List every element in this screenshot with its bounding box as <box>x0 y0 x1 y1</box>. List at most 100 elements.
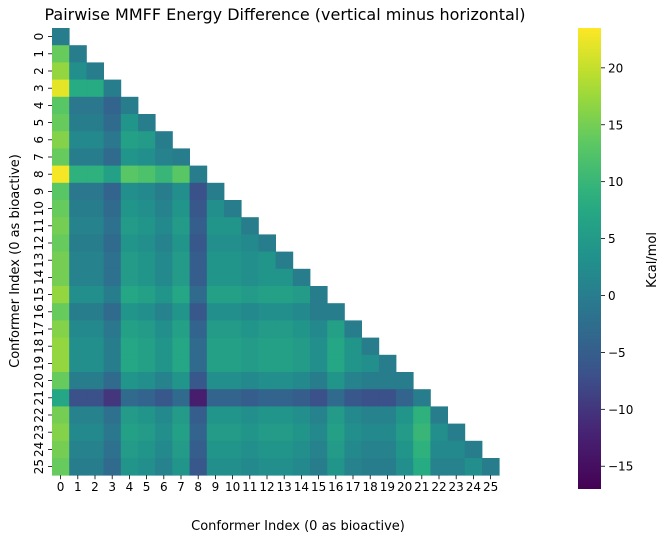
heatmap-cell-3-1 <box>69 79 87 98</box>
heatmap-cell-19-12 <box>258 354 276 373</box>
heatmap-cell-13-8 <box>189 251 208 270</box>
heatmap-cell-18-4 <box>120 337 139 356</box>
heatmap-cell-15-13 <box>275 286 294 304</box>
heatmap-cell-7-4 <box>120 148 139 166</box>
heatmap-cell-14-12 <box>258 268 276 287</box>
heatmap-cell-13-6 <box>155 251 173 270</box>
heatmap-cell-22-13 <box>275 406 294 424</box>
heatmap-cell-17-11 <box>241 320 259 338</box>
x-tick-label-20: 20 <box>397 480 412 494</box>
heatmap-cell-22-7 <box>172 406 190 424</box>
x-tick-label-9: 9 <box>212 480 220 494</box>
heatmap-cell-22-6 <box>155 406 173 424</box>
heatmap-cell-21-19 <box>378 389 397 407</box>
heatmap-cell-19-6 <box>155 354 173 373</box>
heatmap-cell-18-18 <box>361 337 380 356</box>
heatmap-cell-14-13 <box>275 268 294 287</box>
heatmap-cell-20-9 <box>206 372 225 390</box>
heatmap-cell-22-4 <box>120 406 139 424</box>
heatmap-cell-14-14 <box>292 268 311 287</box>
heatmap-cell-3-2 <box>86 79 104 98</box>
heatmap-cell-15-1 <box>69 286 87 304</box>
heatmap-cell-18-3 <box>103 337 122 356</box>
heatmap-cell-16-4 <box>120 303 139 321</box>
heatmap-cell-17-8 <box>189 320 208 338</box>
heatmap-cell-9-9 <box>206 182 225 201</box>
heatmap-cell-5-3 <box>103 114 122 132</box>
heatmap-cell-12-7 <box>172 234 190 252</box>
x-tick-label-8: 8 <box>194 480 202 494</box>
heatmap-cell-9-4 <box>120 182 139 201</box>
heatmap-cell-4-1 <box>69 96 87 115</box>
heatmap-cell-23-10 <box>224 423 242 442</box>
y-tick-label-9: 9 <box>32 188 46 196</box>
heatmap-cell-18-6 <box>155 337 173 356</box>
heatmap-cell-1-0 <box>52 45 70 63</box>
heatmap-cell-21-4 <box>120 389 139 407</box>
heatmap-cell-23-1 <box>69 423 87 442</box>
heatmap-cell-16-12 <box>258 303 276 321</box>
x-tick-label-3: 3 <box>108 480 116 494</box>
heatmap-cell-20-1 <box>69 372 87 390</box>
colorbar-tick-label-6: 15 <box>608 118 623 132</box>
heatmap-cell-16-0 <box>52 303 70 321</box>
heatmap-cell-25-14 <box>292 458 311 476</box>
heatmap-cell-23-14 <box>292 423 311 442</box>
heatmap-cell-24-2 <box>86 440 104 459</box>
heatmap-cell-25-6 <box>155 458 173 476</box>
x-tick-label-25: 25 <box>483 480 498 494</box>
heatmap-cell-17-10 <box>224 320 242 338</box>
heatmap-cell-13-11 <box>241 251 259 270</box>
heatmap-cell-22-5 <box>138 406 156 424</box>
heatmap-cell-19-1 <box>69 354 87 373</box>
heatmap-cell-4-0 <box>52 96 70 115</box>
heatmap-cell-16-3 <box>103 303 122 321</box>
heatmap-cell-17-0 <box>52 320 70 338</box>
heatmap-cell-25-12 <box>258 458 276 476</box>
heatmap-cell-22-2 <box>86 406 104 424</box>
heatmap-cell-8-2 <box>86 165 104 184</box>
heatmap-cell-9-7 <box>172 182 190 201</box>
heatmap-cell-17-4 <box>120 320 139 338</box>
heatmap-cell-17-6 <box>155 320 173 338</box>
heatmap-cell-25-10 <box>224 458 242 476</box>
heatmap-cell-4-3 <box>103 96 122 115</box>
colorbar <box>578 28 601 489</box>
heatmap-cell-18-11 <box>241 337 259 356</box>
heatmap-cell-15-4 <box>120 286 139 304</box>
heatmap-cell-11-8 <box>189 217 208 235</box>
y-tick-label-3: 3 <box>32 84 46 92</box>
heatmap-cell-25-21 <box>413 458 431 476</box>
heatmap-cell-11-7 <box>172 217 190 235</box>
y-tick-label-5: 5 <box>32 119 46 127</box>
heatmap-cell-24-17 <box>344 440 362 459</box>
heatmap-cell-13-1 <box>69 251 87 270</box>
heatmap-cell-20-3 <box>103 372 122 390</box>
heatmap-cell-6-6 <box>155 131 173 149</box>
heatmap-cell-23-9 <box>206 423 225 442</box>
heatmap-cell-20-19 <box>378 372 397 390</box>
heatmap-cell-23-23 <box>447 423 466 442</box>
heatmap-cell-25-3 <box>103 458 122 476</box>
heatmap-cell-20-0 <box>52 372 70 390</box>
heatmap-cell-2-2 <box>86 62 104 80</box>
heatmap-cell-10-10 <box>224 200 242 218</box>
heatmap-cell-21-17 <box>344 389 362 407</box>
heatmap-cell-8-4 <box>120 165 139 184</box>
heatmap-cell-13-7 <box>172 251 190 270</box>
heatmap-cell-18-10 <box>224 337 242 356</box>
heatmap-cell-22-1 <box>69 406 87 424</box>
heatmap-cell-22-8 <box>189 406 208 424</box>
heatmap-cell-25-8 <box>189 458 208 476</box>
heatmap-cell-15-3 <box>103 286 122 304</box>
heatmap-cell-12-11 <box>241 234 259 252</box>
heatmap-cell-16-8 <box>189 303 208 321</box>
colorbar-ticks: −15 −10 −5 0 5 10 15 20 <box>601 61 633 474</box>
heatmap-cell-12-12 <box>258 234 276 252</box>
heatmap-cell-19-2 <box>86 354 104 373</box>
heatmap-cell-20-20 <box>396 372 414 390</box>
heatmap-cell-6-0 <box>52 131 70 149</box>
heatmap-cell-21-8 <box>189 389 208 407</box>
heatmap-cell-23-19 <box>378 423 397 442</box>
x-tick-label-18: 18 <box>363 480 378 494</box>
